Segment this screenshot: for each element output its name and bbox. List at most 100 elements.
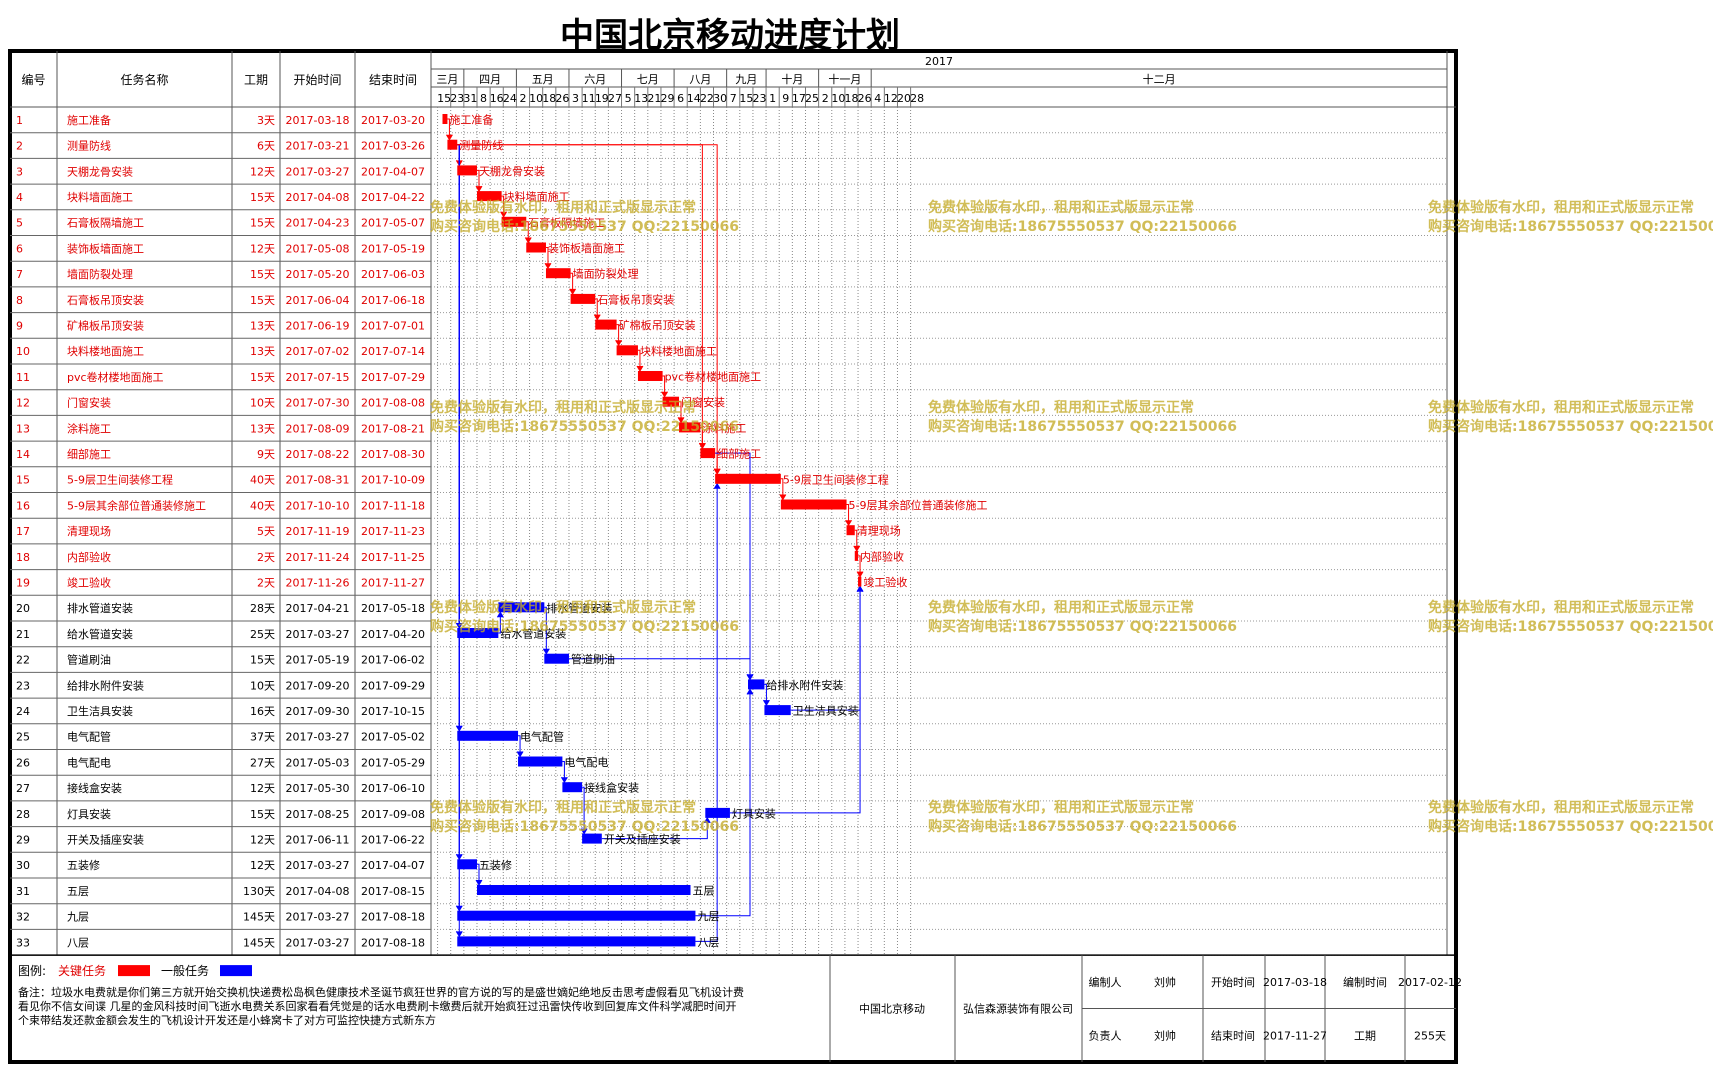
task-id: 6 — [16, 242, 23, 255]
task-name: 电气配电 — [67, 755, 111, 769]
dependency-link — [570, 272, 574, 294]
task-bar — [858, 576, 862, 587]
month-label: 十二月 — [1143, 72, 1176, 86]
day-tick-label: 8 — [480, 92, 487, 105]
task-bar — [501, 216, 527, 227]
dependency-link — [846, 504, 850, 526]
task-start: 2017-04-08 — [286, 191, 350, 204]
task-bar — [545, 268, 571, 279]
task-duration: 27天 — [250, 756, 275, 769]
task-end: 2017-08-15 — [361, 885, 425, 898]
task-bar — [476, 885, 691, 895]
task-end: 2017-03-26 — [361, 140, 425, 153]
task-duration: 12天 — [250, 859, 275, 872]
task-end: 2017-08-08 — [361, 397, 425, 410]
task-duration: 130天 — [243, 885, 275, 898]
bar-label: 天棚龙骨安装 — [479, 164, 545, 178]
task-name: 开关及插座安装 — [67, 832, 144, 846]
task-name: 细部施工 — [67, 447, 111, 461]
bar-label: 细部施工 — [717, 447, 761, 461]
task-end: 2017-05-19 — [361, 242, 425, 255]
task-end: 2017-06-18 — [361, 294, 425, 307]
day-tick-label: 30 — [713, 92, 727, 105]
header-duration: 工期 — [244, 73, 268, 87]
task-start: 2017-11-26 — [286, 576, 350, 589]
task-duration: 28天 — [250, 602, 275, 615]
task-start: 2017-09-30 — [286, 705, 350, 718]
task-bar — [518, 756, 563, 767]
task-end: 2017-06-02 — [361, 654, 425, 667]
header-year: 2017 — [925, 55, 953, 68]
task-start: 2017-06-11 — [286, 833, 350, 846]
bar-label: 电气配电 — [564, 755, 608, 769]
task-name: 块料楼地面施工 — [67, 344, 144, 358]
day-tick-label: 10 — [529, 92, 543, 105]
day-tick-label: 4 — [874, 92, 881, 105]
task-id: 22 — [16, 654, 30, 667]
task-start: 2017-06-19 — [286, 319, 350, 332]
header-name: 任务名称 — [120, 72, 168, 87]
day-tick-label: 28 — [910, 92, 924, 105]
task-id: 30 — [16, 859, 30, 872]
task-bar — [637, 371, 663, 381]
task-name: 矿棉板吊顶安装 — [67, 318, 144, 332]
bar-label: 门窗安装 — [681, 395, 725, 409]
bar-label: 涂料施工 — [702, 421, 746, 435]
month-label: 九月 — [735, 73, 757, 86]
task-name: 天棚龙骨安装 — [67, 164, 133, 178]
bar-label: 装饰板墙面施工 — [548, 241, 625, 255]
day-tick-label: 5 — [625, 92, 632, 105]
task-bar — [705, 807, 730, 818]
task-name: 5-9层卫生间装修工程 — [67, 473, 173, 487]
dependency-link — [476, 863, 480, 885]
task-start: 2017-05-19 — [286, 654, 350, 667]
task-duration: 3天 — [257, 114, 275, 127]
task-end: 2017-06-03 — [361, 268, 425, 281]
task-start: 2017-05-03 — [286, 756, 350, 769]
day-tick-label: 12 — [884, 92, 898, 105]
task-start: 2017-05-08 — [286, 242, 350, 255]
task-end: 2017-07-01 — [361, 319, 425, 332]
day-tick-label: 16 — [490, 92, 504, 105]
month-label: 十月 — [781, 72, 803, 86]
task-name: 墙面防裂处理 — [67, 267, 133, 281]
task-id: 14 — [16, 448, 30, 461]
bar-label: 石膏板隔墙施工 — [528, 215, 605, 229]
bar-label: 石膏板吊顶安装 — [597, 292, 674, 306]
task-id: 2 — [16, 140, 23, 153]
task-bar — [715, 473, 781, 484]
day-tick-label: 6 — [677, 92, 684, 105]
task-id: 21 — [16, 628, 30, 641]
task-start: 2017-04-23 — [286, 217, 350, 230]
task-duration: 9天 — [257, 448, 275, 461]
bar-label: 九层 — [697, 910, 719, 923]
task-name: pvc卷材楼地面施工 — [67, 370, 164, 384]
task-duration: 10天 — [250, 679, 275, 692]
task-id: 29 — [16, 833, 30, 846]
task-duration: 15天 — [250, 808, 275, 821]
task-bars: 施工准备测量防线天棚龙骨安装块料墙面施工石膏板隔墙施工装饰板墙面施工墙面防裂处理… — [442, 113, 988, 949]
day-tick-label: 13 — [634, 92, 648, 105]
task-duration: 37天 — [250, 731, 275, 744]
task-name: 五层 — [67, 885, 89, 898]
task-bar — [526, 242, 546, 253]
day-tick-label: 2 — [822, 92, 829, 105]
task-end: 2017-11-27 — [361, 576, 425, 589]
task-end: 2017-11-25 — [361, 551, 425, 564]
task-end: 2017-04-20 — [361, 628, 425, 641]
bar-label: 接线盒安装 — [584, 781, 639, 795]
day-tick-label: 31 — [463, 92, 477, 105]
bar-label: 开关及插座安装 — [604, 832, 681, 846]
task-id: 26 — [16, 756, 30, 769]
dependency-link — [715, 452, 751, 680]
legend-critical-label: 关键任务 — [58, 963, 106, 978]
bar-label: 灯具安装 — [732, 806, 776, 820]
task-duration: 145天 — [243, 911, 275, 924]
dependency-link — [858, 555, 861, 577]
day-tick-label: 19 — [595, 92, 609, 105]
footer-compiler-label: 编制人 — [1089, 975, 1122, 989]
task-end: 2017-06-10 — [361, 782, 425, 795]
task-id: 15 — [16, 474, 30, 487]
dependency-link — [679, 401, 682, 423]
task-id: 24 — [16, 705, 30, 718]
